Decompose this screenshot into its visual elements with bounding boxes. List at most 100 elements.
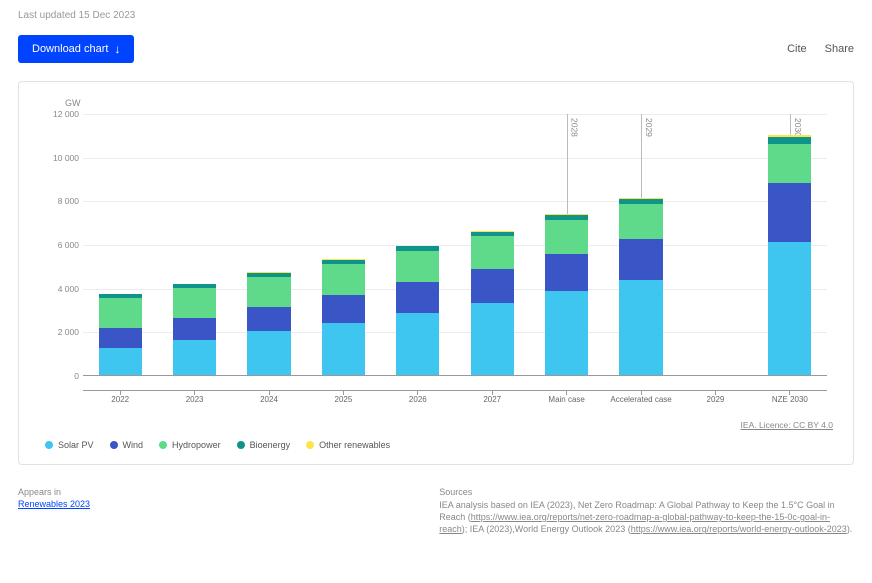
legend-item: Hydropower xyxy=(159,440,221,450)
chart-area: 2028 2029 2030 0 2 000 4 000 6 000 8 000 10 000… xyxy=(39,114,833,404)
legend-label: Other renewables xyxy=(319,440,390,450)
x-tick-label: 2027 xyxy=(455,390,529,404)
footer: Appears in Renewables 2023 Sources IEA a… xyxy=(18,487,854,535)
y-tick-label: 0 xyxy=(45,371,79,381)
stacked-bar xyxy=(396,246,439,375)
download-chart-button[interactable]: Download chart ↓ xyxy=(18,35,134,63)
stacked-bar xyxy=(619,198,662,375)
bar-slot xyxy=(455,114,529,375)
legend-swatch xyxy=(45,441,53,449)
x-tick-label: 2026 xyxy=(381,390,455,404)
bar-segment-solar xyxy=(247,331,290,375)
stacked-bar xyxy=(545,214,588,375)
cite-link[interactable]: Cite xyxy=(787,43,807,55)
stacked-bar xyxy=(173,284,216,375)
bar-segment-hydro xyxy=(247,277,290,308)
bar-segment-wind xyxy=(471,269,514,303)
legend-swatch xyxy=(237,441,245,449)
y-tick-label: 12 000 xyxy=(45,109,79,119)
x-tick-label: 2025 xyxy=(306,390,380,404)
download-chart-label: Download chart xyxy=(32,43,108,55)
bar-slot xyxy=(381,114,455,375)
legend-item: Other renewables xyxy=(306,440,390,450)
x-tick-label: Accelerated case xyxy=(604,390,678,404)
bar-segment-solar xyxy=(768,242,811,375)
x-tick-label: Main case xyxy=(529,390,603,404)
stacked-bar xyxy=(99,294,142,375)
legend-swatch xyxy=(110,441,118,449)
x-tick-label: 2023 xyxy=(157,390,231,404)
x-tick-label: 2024 xyxy=(232,390,306,404)
bar-slot: 2028 xyxy=(529,114,603,375)
bars-container: 2028 2029 2030 xyxy=(83,114,827,375)
y-tick-label: 10 000 xyxy=(45,153,79,163)
legend-item: Bioenergy xyxy=(237,440,291,450)
bar-segment-wind xyxy=(247,307,290,331)
bar-slot xyxy=(306,114,380,375)
stacked-bar xyxy=(247,272,290,375)
bar-segment-wind xyxy=(322,295,365,322)
appears-in-link[interactable]: Renewables 2023 xyxy=(18,499,90,509)
bar-segment-wind xyxy=(396,282,439,313)
bar-segment-hydro xyxy=(545,220,588,254)
sources-link-2[interactable]: https://www.iea.org/reports/world-energy… xyxy=(631,524,847,534)
vertical-separator-label: 2029 xyxy=(644,118,654,137)
legend-label: Bioenergy xyxy=(250,440,291,450)
y-tick-label: 6 000 xyxy=(45,240,79,250)
bar-segment-hydro xyxy=(619,204,662,239)
x-tick-label: 2022 xyxy=(83,390,157,404)
toolbar: Download chart ↓ Cite Share xyxy=(18,35,854,63)
chart-card: GW 2028 2029 2030 0 2 000 4 000 6 000 8 000 10 … xyxy=(18,81,854,465)
stacked-bar xyxy=(471,231,514,375)
x-tick-label: NZE 2030 xyxy=(753,390,827,404)
bar-segment-solar xyxy=(99,348,142,375)
bar-segment-hydro xyxy=(99,298,142,329)
y-axis-unit: GW xyxy=(65,98,833,108)
bar-segment-solar xyxy=(322,323,365,375)
bar-segment-hydro xyxy=(173,288,216,319)
x-axis-labels: 202220232024202520262027Main caseAcceler… xyxy=(83,390,827,404)
bar-segment-hydro xyxy=(322,264,365,296)
legend-item: Wind xyxy=(110,440,144,450)
y-tick-label: 4 000 xyxy=(45,284,79,294)
legend-swatch xyxy=(159,441,167,449)
last-updated-text: Last updated 15 Dec 2023 xyxy=(18,10,854,21)
plot-region: 2028 2029 2030 xyxy=(83,114,827,376)
bar-segment-hydro xyxy=(396,251,439,283)
bar-segment-solar xyxy=(471,303,514,375)
legend-item: Solar PV xyxy=(45,440,94,450)
bar-segment-wind xyxy=(545,254,588,291)
bar-segment-wind xyxy=(173,318,216,340)
y-tick-label: 2 000 xyxy=(45,327,79,337)
bar-segment-solar xyxy=(396,313,439,375)
bar-segment-hydro xyxy=(471,236,514,269)
bar-slot xyxy=(678,114,752,375)
bar-slot xyxy=(83,114,157,375)
legend-swatch xyxy=(306,441,314,449)
bar-segment-solar xyxy=(173,340,216,375)
bar-segment-solar xyxy=(619,280,662,375)
stacked-bar xyxy=(768,135,811,375)
appears-in-heading: Appears in xyxy=(18,487,419,497)
legend-label: Wind xyxy=(123,440,144,450)
legend-label: Solar PV xyxy=(58,440,94,450)
bar-slot xyxy=(157,114,231,375)
chart-legend: Solar PV Wind Hydropower Bioenergy Other ren… xyxy=(45,440,833,450)
licence-text[interactable]: IEA. Licence: CC BY 4.0 xyxy=(39,420,833,430)
bar-slot: 2029 xyxy=(604,114,678,375)
x-tick-label: 2029 xyxy=(678,390,752,404)
bar-segment-solar xyxy=(545,291,588,375)
bar-segment-wind xyxy=(99,328,142,348)
sources-text: IEA analysis based on IEA (2023), Net Ze… xyxy=(439,499,854,535)
bar-segment-hydro xyxy=(768,144,811,183)
y-tick-label: 8 000 xyxy=(45,196,79,206)
sources-heading: Sources xyxy=(439,487,854,497)
bar-segment-wind xyxy=(768,183,811,242)
download-arrow-icon: ↓ xyxy=(114,42,120,56)
share-link[interactable]: Share xyxy=(825,43,854,55)
bar-segment-wind xyxy=(619,239,662,280)
vertical-separator-label: 2028 xyxy=(570,118,580,137)
legend-label: Hydropower xyxy=(172,440,221,450)
bar-slot: 2030 xyxy=(753,114,827,375)
bar-slot xyxy=(232,114,306,375)
